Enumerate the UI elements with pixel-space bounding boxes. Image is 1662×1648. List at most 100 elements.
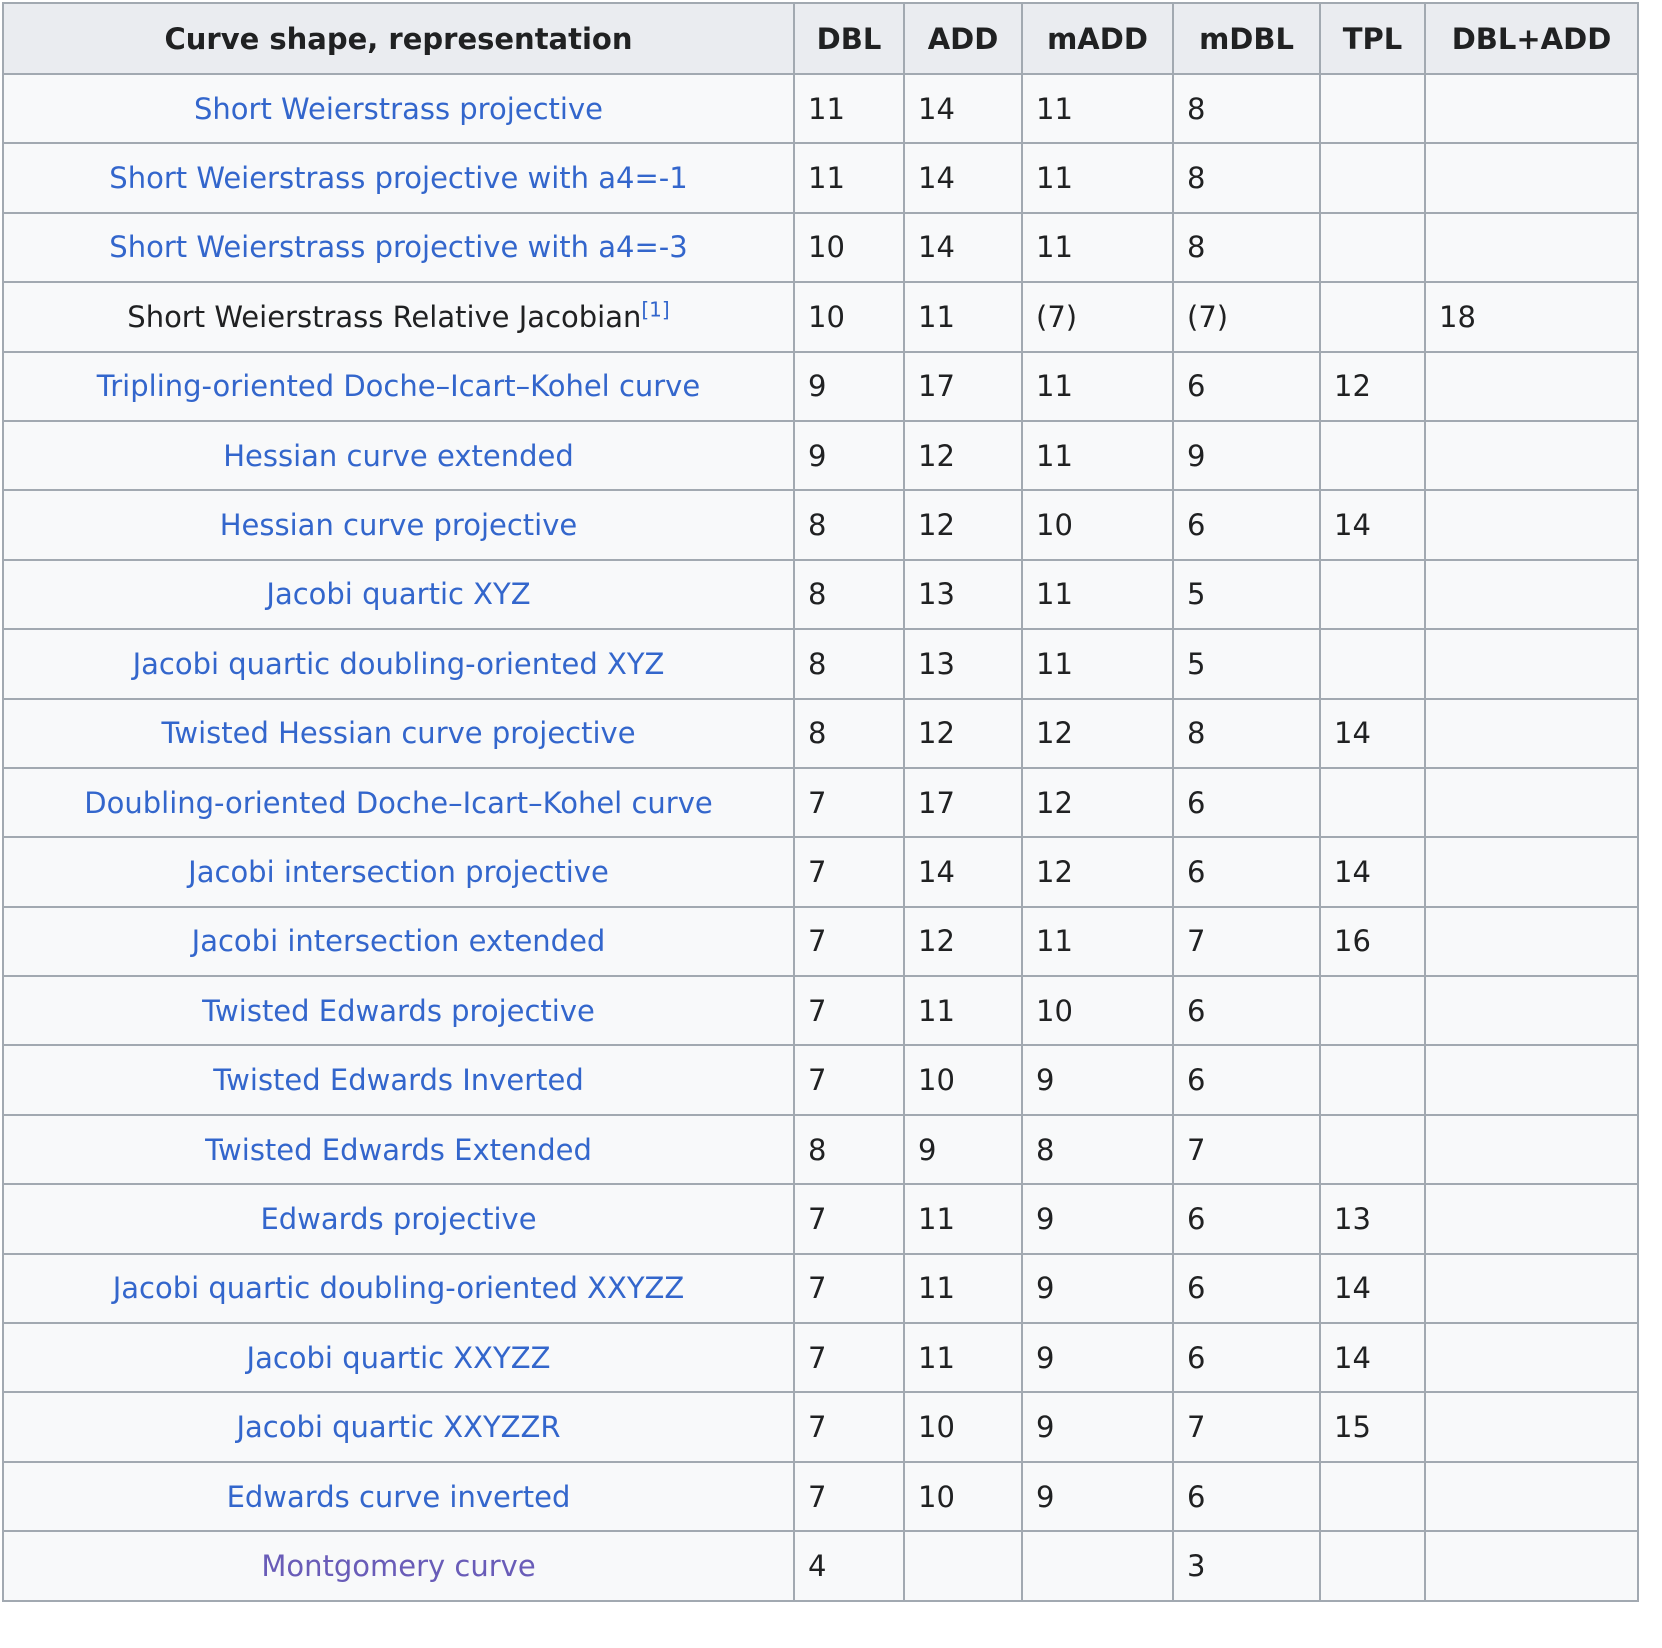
table-row: Jacobi quartic XYZ 8 13 11 5 (2, 558, 1639, 631)
footnote-ref: [1] (641, 297, 669, 321)
value-cell-dbl: 11 (793, 142, 905, 214)
value-cell-dbl: 7 (793, 905, 905, 978)
value-cell-tpl (1319, 975, 1426, 1047)
table-row: Jacobi quartic doubling-oriented XYZ 8 1… (2, 628, 1639, 700)
value-cell-dbl-add (1424, 1460, 1639, 1533)
table-row: Doubling-oriented Doche–Icart–Kohel curv… (2, 766, 1639, 839)
curve-link[interactable]: Jacobi quartic doubling-oriented XYZ (132, 646, 665, 681)
table-row: Tripling-oriented Doche–Icart–Kohel curv… (2, 350, 1639, 422)
curve-name-cell: Edwards curve inverted (2, 1460, 795, 1533)
curve-link[interactable]: Short Weierstrass projective with a4=-1 (109, 161, 688, 196)
value-cell-dbl-add (1424, 489, 1639, 561)
value-cell-madd: 9 (1021, 1460, 1174, 1533)
curve-name-cell: Jacobi quartic doubling-oriented XYZ (2, 628, 795, 700)
value-cell-add: 12 (903, 489, 1023, 561)
value-cell-madd: 11 (1021, 350, 1174, 422)
value-cell-dbl-add (1424, 1044, 1639, 1116)
value-cell-madd (1021, 1530, 1174, 1602)
curve-link[interactable]: Jacobi quartic XYZ (266, 577, 531, 612)
value-cell-dbl-add (1424, 836, 1639, 908)
value-cell-dbl: 7 (793, 1044, 905, 1116)
value-cell-add: 10 (903, 1391, 1023, 1463)
value-cell-tpl (1319, 628, 1426, 700)
value-cell-mdbl: 7 (1172, 905, 1321, 978)
value-cell-madd: 9 (1021, 1252, 1174, 1325)
curve-link[interactable]: Hessian curve extended (223, 438, 574, 473)
curve-name-cell: Jacobi quartic doubling-oriented XXYZZ (2, 1252, 795, 1325)
curve-link[interactable]: Jacobi quartic XXYZZR (236, 1410, 561, 1445)
value-cell-tpl: 14 (1319, 489, 1426, 561)
value-cell-add: 11 (903, 975, 1023, 1047)
curve-link[interactable]: Tripling-oriented Doche–Icart–Kohel curv… (96, 369, 701, 404)
value-cell-mdbl: 7 (1172, 1113, 1321, 1186)
value-cell-mdbl: 8 (1172, 72, 1321, 145)
value-cell-madd: 9 (1021, 1391, 1174, 1463)
value-cell-madd: 11 (1021, 142, 1174, 214)
value-cell-dbl-add (1424, 1113, 1639, 1186)
value-cell-add: 11 (903, 1322, 1023, 1394)
value-cell-dbl: 7 (793, 1460, 905, 1533)
table-row: Jacobi intersection projective 7 14 12 6… (2, 836, 1639, 908)
curve-name-cell: Short Weierstrass projective with a4=-1 (2, 142, 795, 214)
column-header-tpl: TPL (1319, 2, 1426, 75)
value-cell-tpl (1319, 142, 1426, 214)
value-cell-dbl: 10 (793, 211, 905, 284)
table-row: Jacobi quartic XXYZZ 7 11 9 6 14 (2, 1322, 1639, 1394)
curve-name-cell: Jacobi intersection extended (2, 905, 795, 978)
value-cell-dbl: 9 (793, 419, 905, 492)
curve-link[interactable]: Doubling-oriented Doche–Icart–Kohel curv… (84, 785, 713, 820)
value-cell-dbl: 7 (793, 1183, 905, 1255)
table-row: Twisted Hessian curve projective 8 12 12… (2, 697, 1639, 769)
value-cell-madd: 9 (1021, 1183, 1174, 1255)
value-cell-dbl-add (1424, 350, 1639, 422)
curve-link[interactable]: Twisted Edwards Extended (205, 1132, 592, 1167)
curve-link[interactable]: Short Weierstrass projective with a4=-3 (109, 230, 688, 265)
curve-link[interactable]: Short Weierstrass projective (193, 91, 603, 126)
value-cell-add: 12 (903, 905, 1023, 978)
curve-link[interactable]: Hessian curve projective (219, 508, 578, 543)
value-cell-tpl (1319, 211, 1426, 284)
value-cell-mdbl: 5 (1172, 558, 1321, 631)
column-header-curve-shape: Curve shape, representation (2, 2, 795, 75)
curve-link[interactable]: Twisted Hessian curve projective (161, 716, 636, 751)
curve-name-cell: Jacobi quartic XXYZZR (2, 1391, 795, 1463)
value-cell-mdbl: 8 (1172, 211, 1321, 284)
curve-name-cell: Edwards projective (2, 1183, 795, 1255)
value-cell-dbl: 7 (793, 766, 905, 839)
curve-link[interactable]: Edwards curve inverted (226, 1479, 571, 1514)
curve-name-cell: Jacobi quartic XYZ (2, 558, 795, 631)
curve-link[interactable]: Jacobi intersection extended (191, 924, 606, 959)
table-body: Short Weierstrass projective 11 14 11 8 … (2, 72, 1639, 1602)
value-cell-add: 11 (903, 281, 1023, 353)
curve-link[interactable]: Jacobi quartic doubling-oriented XXYZZ (112, 1271, 685, 1306)
value-cell-tpl (1319, 419, 1426, 492)
value-cell-add: 14 (903, 211, 1023, 284)
value-cell-tpl (1319, 1460, 1426, 1533)
value-cell-mdbl: 8 (1172, 142, 1321, 214)
value-cell-dbl-add (1424, 628, 1639, 700)
table-row: Short Weierstrass projective 11 14 11 8 (2, 72, 1639, 145)
value-cell-dbl-add (1424, 766, 1639, 839)
table-row: Twisted Edwards Extended 8 9 8 7 (2, 1113, 1639, 1186)
table-row: Short Weierstrass Relative Jacobian[1] 1… (2, 281, 1639, 353)
value-cell-tpl (1319, 766, 1426, 839)
value-cell-mdbl: 6 (1172, 975, 1321, 1047)
value-cell-tpl: 16 (1319, 905, 1426, 978)
value-cell-dbl-add (1424, 1183, 1639, 1255)
curve-name-cell: Jacobi intersection projective (2, 836, 795, 908)
value-cell-madd: 11 (1021, 628, 1174, 700)
value-cell-dbl: 7 (793, 1252, 905, 1325)
value-cell-dbl: 4 (793, 1530, 905, 1602)
value-cell-add: 12 (903, 697, 1023, 769)
curve-link[interactable]: Edwards projective (260, 1201, 537, 1236)
curve-link[interactable]: Twisted Edwards projective (202, 993, 595, 1028)
curve-link[interactable]: Twisted Edwards Inverted (213, 1063, 584, 1098)
curve-link[interactable]: Montgomery curve (261, 1548, 536, 1583)
value-cell-add: 14 (903, 142, 1023, 214)
curve-link[interactable]: Jacobi quartic XXYZZ (246, 1340, 551, 1375)
value-cell-add (903, 1530, 1023, 1602)
curve-link[interactable]: Jacobi intersection projective (188, 854, 609, 889)
value-cell-add: 11 (903, 1183, 1023, 1255)
value-cell-dbl: 9 (793, 350, 905, 422)
footnote-ref-link[interactable]: [1] (641, 297, 670, 322)
